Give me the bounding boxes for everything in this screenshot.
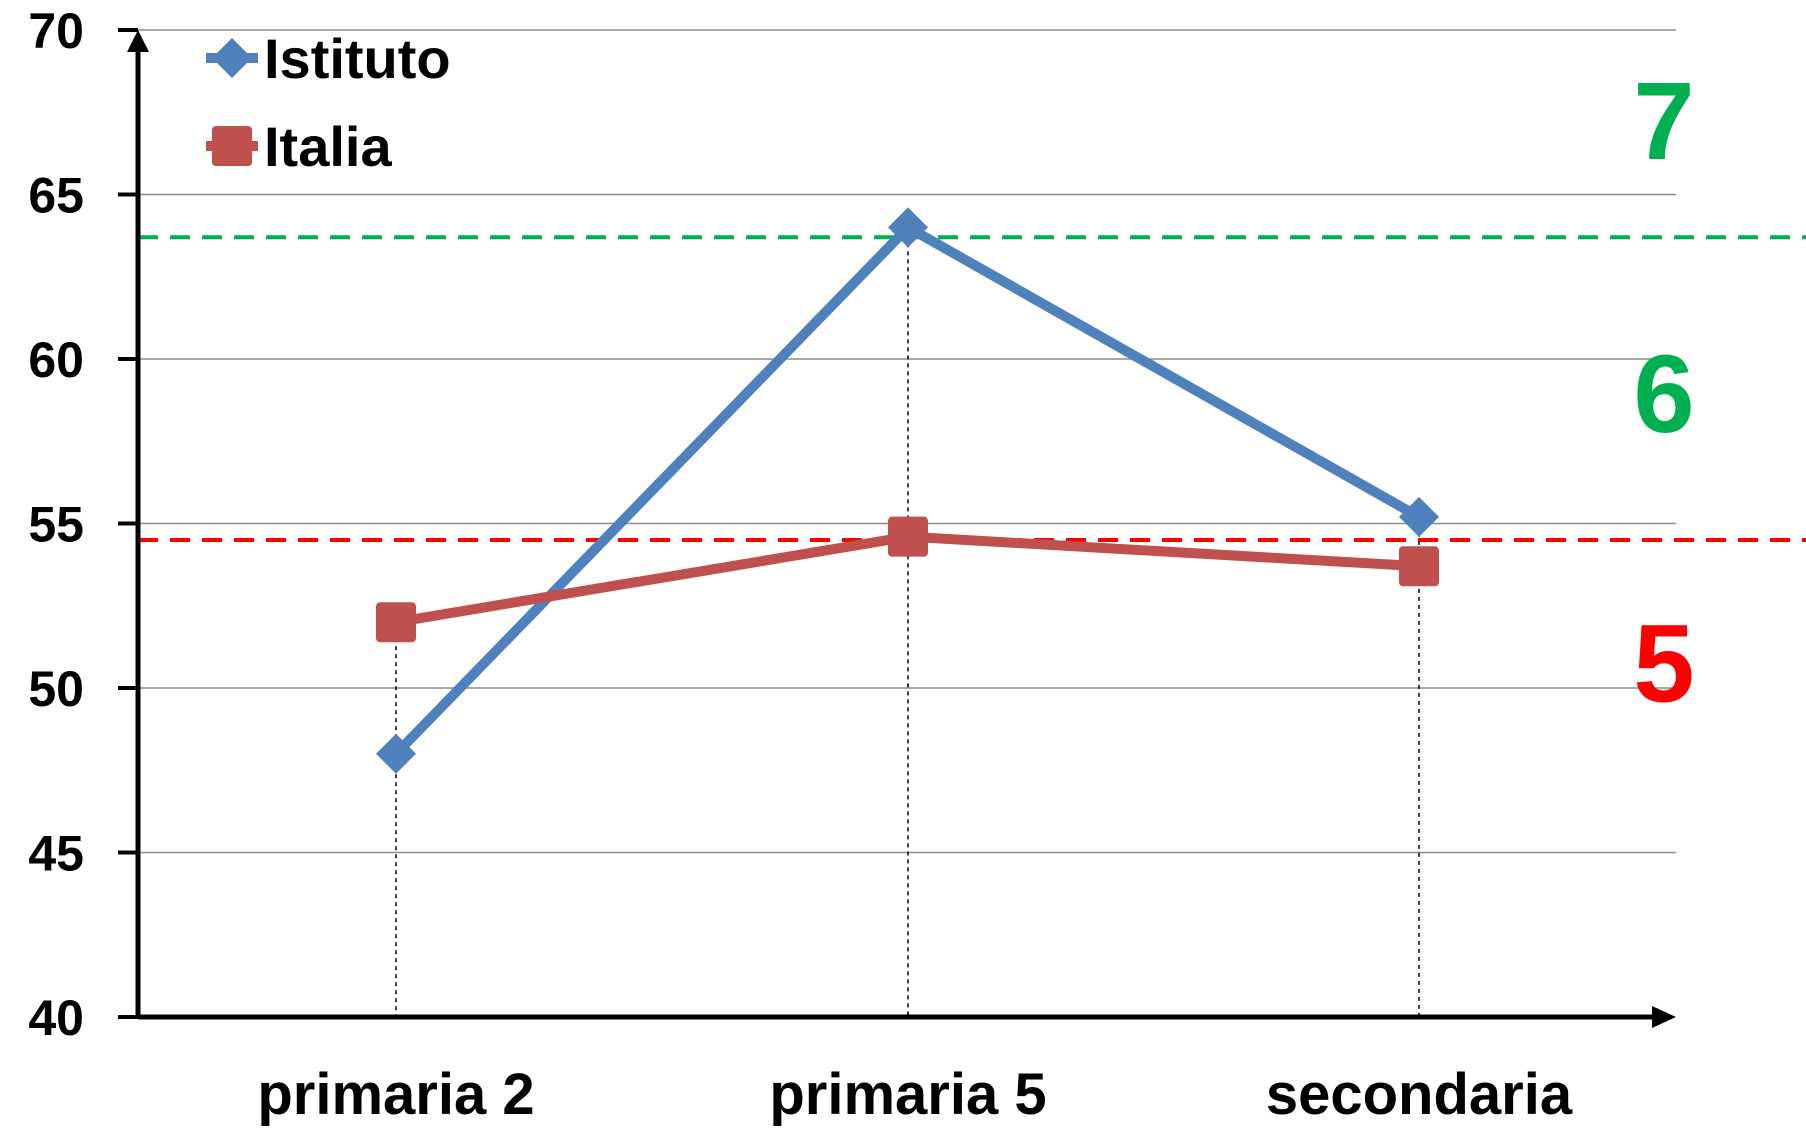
x-tick-label: primaria 5 (769, 1062, 1046, 1127)
y-tick-label: 55 (28, 497, 84, 553)
data-point (888, 207, 928, 248)
legend-marker (212, 38, 252, 78)
series-markers (376, 207, 1439, 774)
y-tick-label: 50 (28, 661, 84, 717)
y-tick-label: 40 (28, 990, 84, 1046)
data-point (888, 516, 928, 557)
y-tick-label: 45 (28, 826, 84, 882)
data-point (1399, 496, 1439, 537)
reference-lines (138, 235, 1806, 542)
x-tick-label: secondaria (1266, 1062, 1573, 1127)
y-tick-labels: 40 45 50 55 60 65 70 (28, 3, 84, 1046)
x-axis-arrow (1652, 1006, 1676, 1028)
legend-marker (212, 126, 252, 166)
data-point (1399, 546, 1439, 587)
legend: Istituto Italia (206, 27, 451, 178)
x-tick-labels: primaria 2 primaria 5 secondaria (257, 1062, 1572, 1127)
zone-label: 6 (1633, 333, 1694, 456)
series-line (392, 222, 1422, 758)
data-point (376, 602, 416, 643)
data-point (376, 733, 416, 774)
y-tick-label: 60 (28, 332, 84, 388)
y-axis-arrow (127, 30, 149, 52)
zone-label: 7 (1633, 60, 1694, 183)
y-tick-label: 70 (28, 3, 84, 59)
legend-label: Istituto (264, 27, 451, 90)
axes (118, 28, 1676, 1028)
drop-lines (395, 227, 1420, 1017)
series-lines (392, 222, 1422, 758)
zone-label: 5 (1633, 603, 1694, 726)
zone-labels: 7 6 5 (1633, 60, 1694, 726)
y-tick-label: 65 (28, 168, 84, 224)
x-tick-label: primaria 2 (257, 1062, 534, 1127)
legend-label: Italia (264, 115, 392, 178)
